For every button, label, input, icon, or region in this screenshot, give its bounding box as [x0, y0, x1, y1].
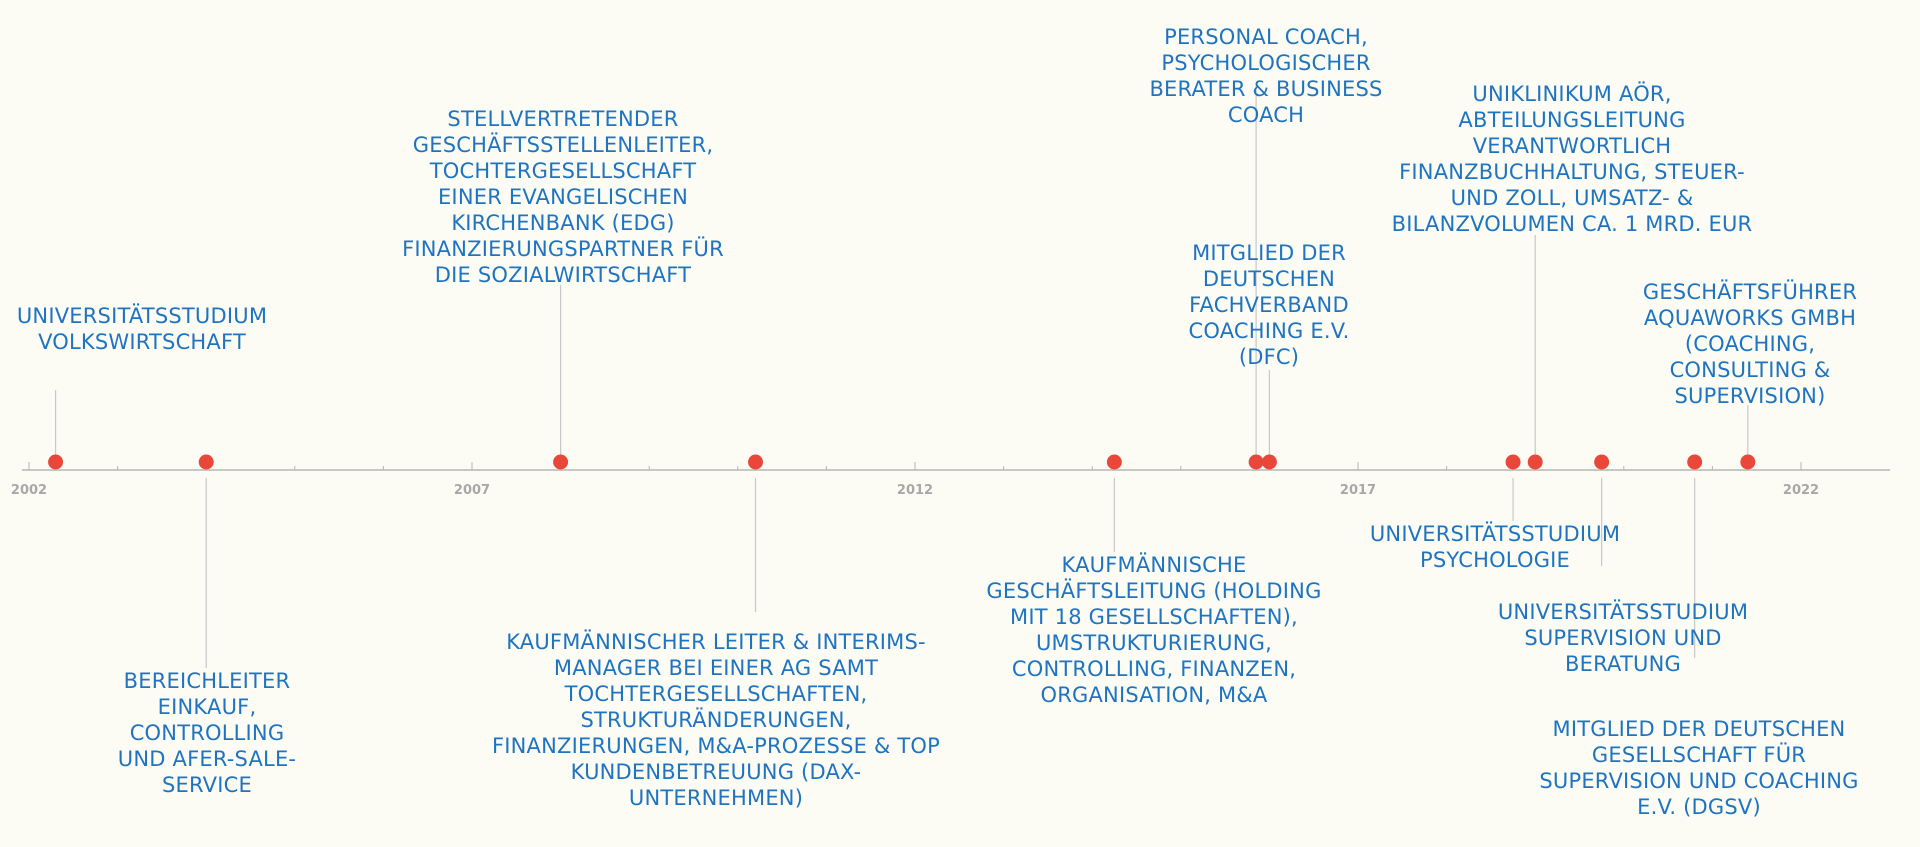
event-label-2: BEREICHLEITER EINKAUF, CONTROLLING UND A…: [117, 669, 297, 797]
event-label-7: MITGLIED DER DEUTSCHEN FACHVERBAND COACH…: [1188, 241, 1350, 369]
event-label-12: GESCHÄFTSFÜHRER AQUAWORKS GMBH (COACHING…: [1642, 280, 1858, 408]
event-label-1: UNIVERSITÄTSSTUDIUM VOLKSWIRTSCHAFT: [16, 304, 268, 354]
event-marker-3: [553, 454, 569, 470]
event-marker-10: [1594, 454, 1610, 470]
tick-label-2002: 2002: [11, 483, 47, 498]
event-marker-12: [1740, 454, 1756, 470]
event-label-6: PERSONAL COACH, PSYCHOLOGISCHER BERATER …: [1149, 25, 1383, 127]
event-marker-4: [748, 454, 764, 470]
tick-label-2012: 2012: [897, 483, 933, 498]
event-label-8: UNIVERSITÄTSSTUDIUM PSYCHOLOGIE: [1369, 522, 1621, 572]
event-marker-8: [1505, 454, 1521, 470]
event-marker-2: [198, 454, 214, 470]
event-marker-5: [1106, 454, 1122, 470]
tick-label-2017: 2017: [1340, 483, 1376, 498]
event-label-5: KAUFMÄNNISCHE GESCHÄFTSLEITUNG (HOLDING …: [986, 553, 1322, 707]
event-label-11: MITGLIED DER DEUTSCHEN GESELLSCHAFT FÜR …: [1539, 717, 1859, 819]
event-label-9: UNIKLINIKUM AÖR, ABTEILUNGSLEITUNG VERAN…: [1391, 82, 1753, 236]
event-label-3: STELLVERTRETENDER GESCHÄFTSSTELLENLEITER…: [402, 107, 724, 287]
event-marker-6: [1248, 454, 1264, 470]
event-marker-11: [1687, 454, 1703, 470]
event-marker-9: [1527, 454, 1543, 470]
event-marker-7: [1261, 454, 1277, 470]
event-label-10: UNIVERSITÄTSSTUDIUM SUPERVISION UND BERA…: [1497, 600, 1749, 676]
tick-label-2022: 2022: [1783, 483, 1819, 498]
event-label-4: KAUFMÄNNISCHER LEITER & INTERIMS- MANAGE…: [491, 630, 941, 810]
event-marker-1: [48, 454, 64, 470]
tick-label-2007: 2007: [454, 483, 490, 498]
